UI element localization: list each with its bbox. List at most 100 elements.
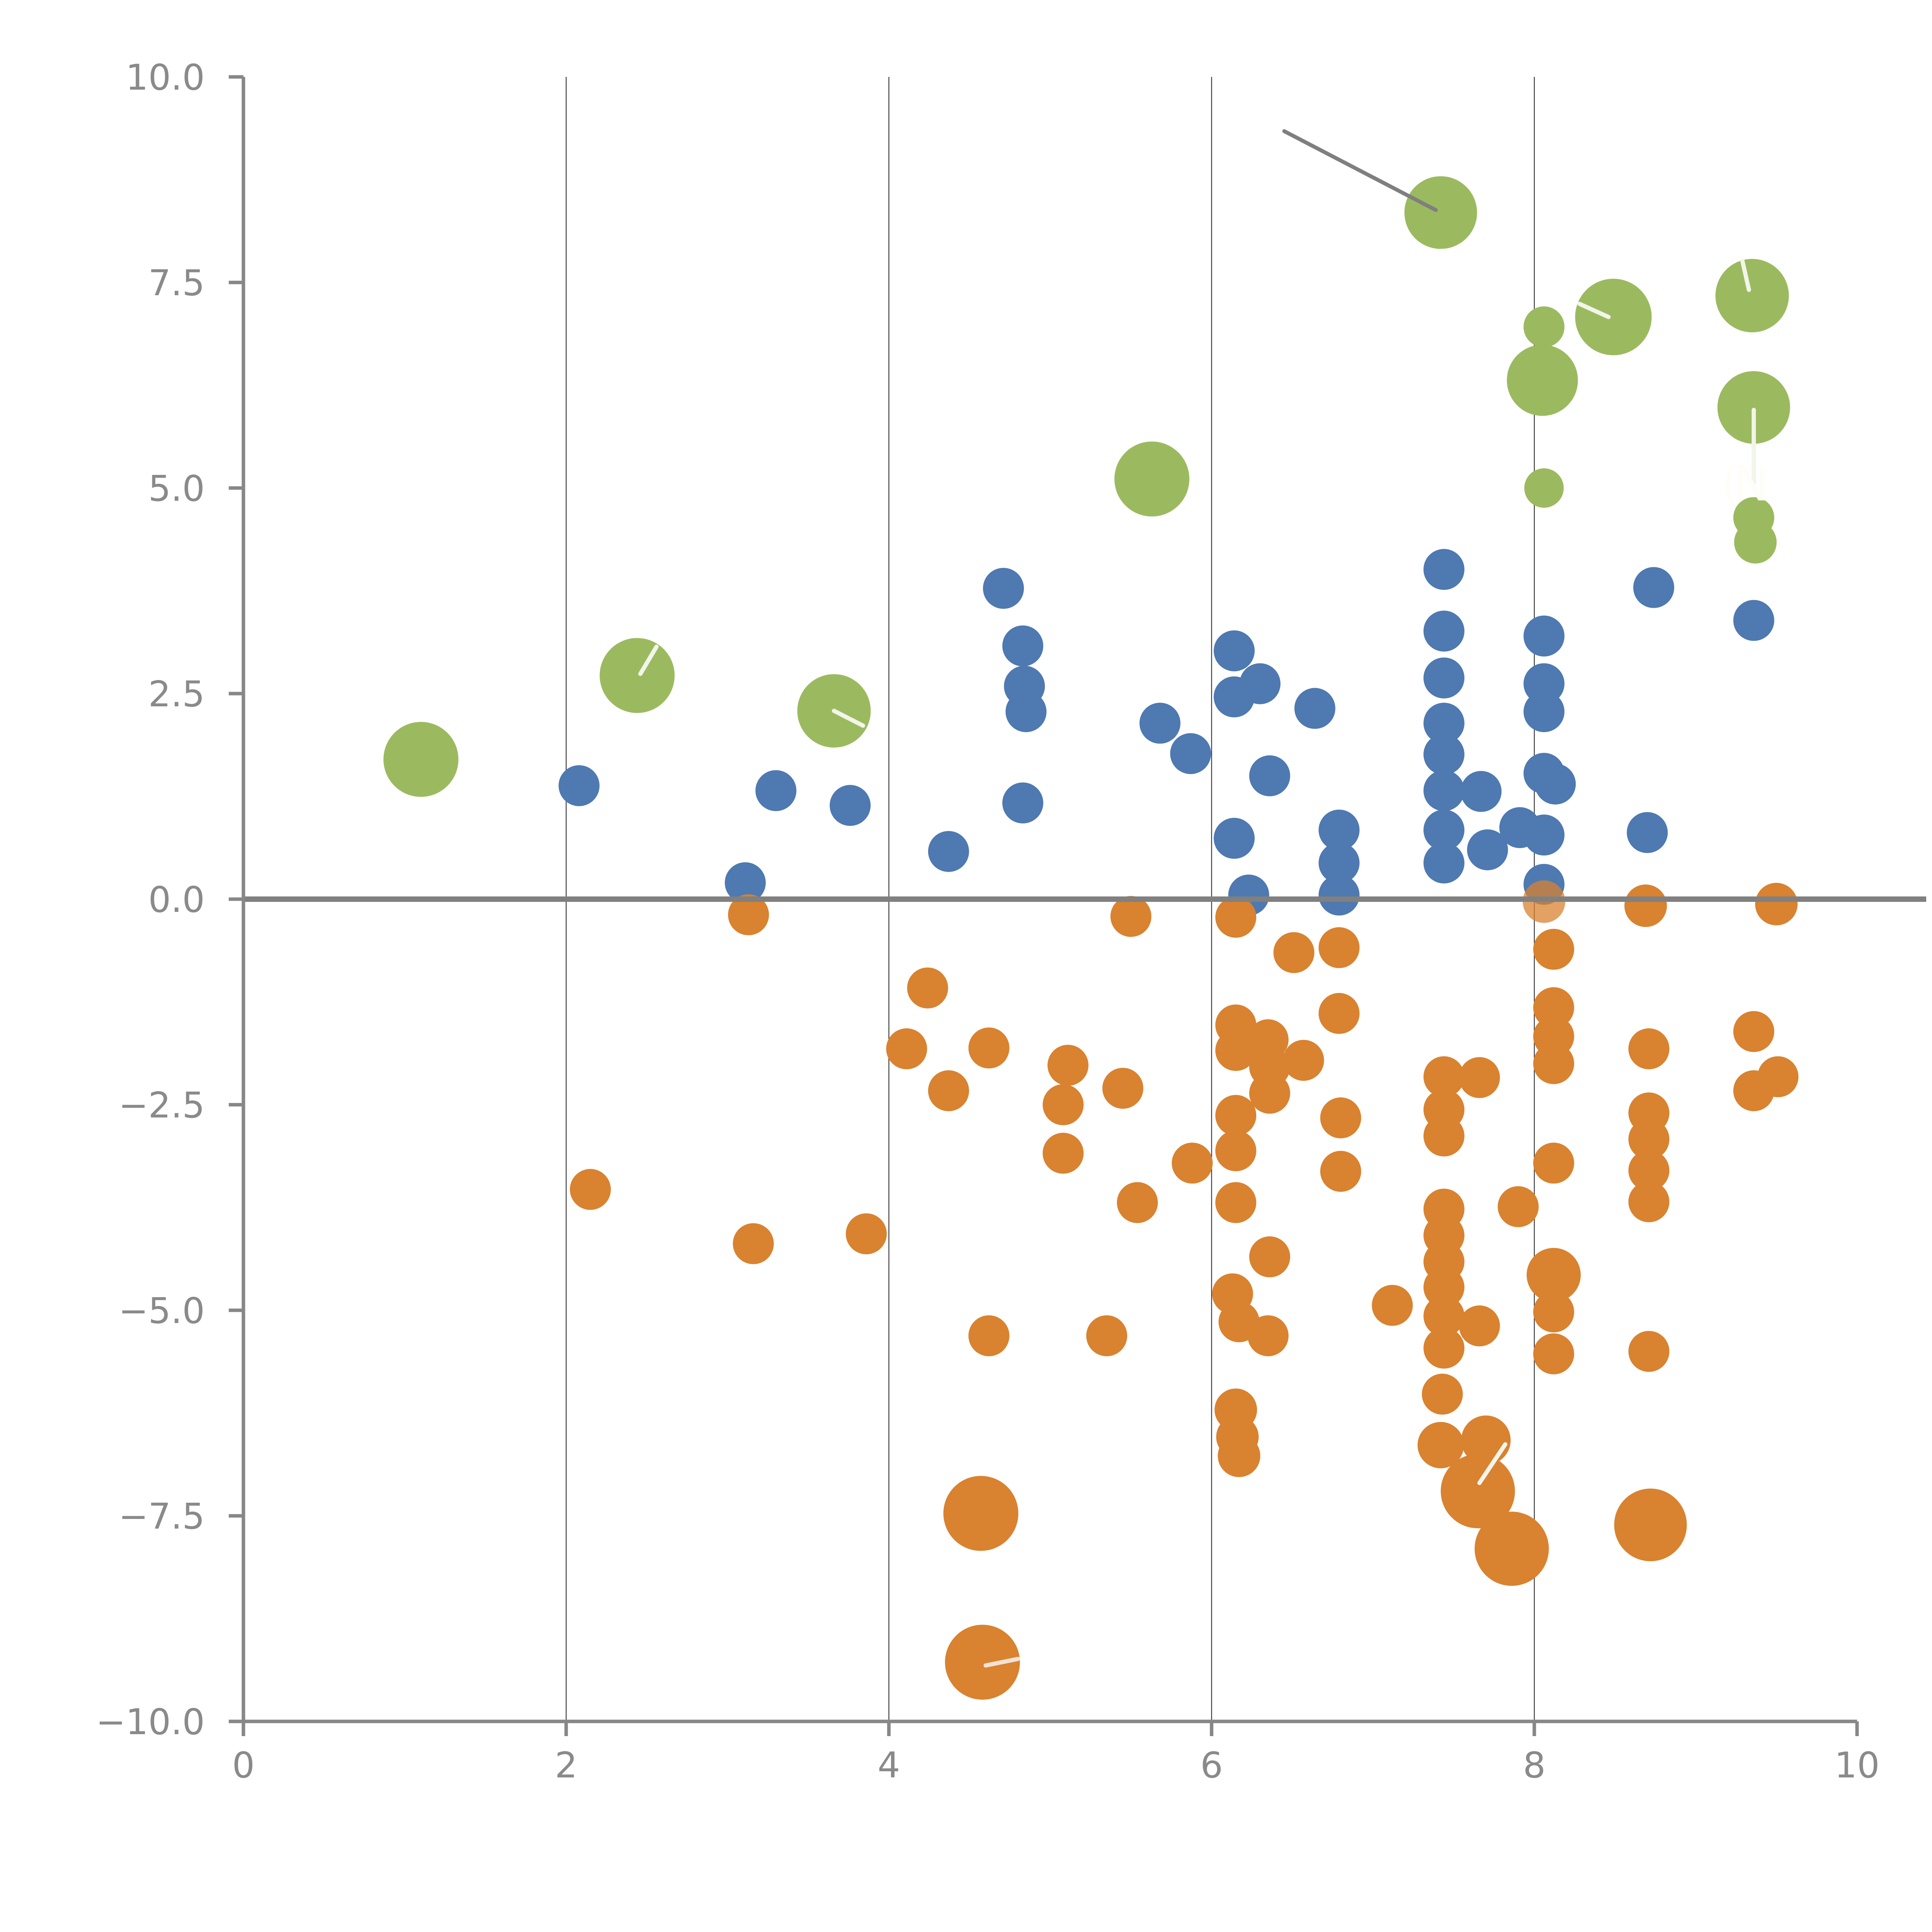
blue-bubble <box>1523 691 1565 732</box>
bubble-leader-line-1 <box>832 709 866 728</box>
blue-bubble <box>1423 702 1464 744</box>
orange-bubble <box>1215 1030 1257 1071</box>
orange-bubble <box>1757 1056 1799 1097</box>
orange-bubble <box>1533 1143 1574 1184</box>
blue-bubble <box>1423 734 1464 775</box>
orange-bubble <box>943 1476 1019 1551</box>
blue-bubble <box>1423 770 1464 811</box>
y-tick-label: −7.5 <box>119 1496 205 1537</box>
orange-bubble <box>1533 1043 1574 1084</box>
orange-bubble <box>1320 1151 1361 1192</box>
orange-bubble <box>1043 1133 1084 1174</box>
y-tick-label: 5.0 <box>148 468 205 509</box>
blue-bubble <box>755 770 797 811</box>
orange-bubble <box>1318 927 1360 968</box>
bubble-leader-line-0 <box>638 645 659 676</box>
blue-bubble <box>1523 616 1565 657</box>
orange-bubble <box>1423 1295 1464 1337</box>
green-bubble <box>1575 279 1652 355</box>
orange-bubble <box>1422 1374 1463 1415</box>
orange-bubble <box>1475 1512 1549 1586</box>
x-tick-label: 8 <box>1523 1745 1546 1786</box>
y-tick-label: 7.5 <box>148 262 205 304</box>
blue-bubble <box>1170 733 1211 774</box>
blue-bubble <box>1423 549 1464 590</box>
orange-bubble <box>1628 1181 1670 1223</box>
orange-bubble <box>1628 1119 1670 1160</box>
blue-bubble <box>1423 657 1464 699</box>
blue-bubble <box>830 785 871 826</box>
bubble-leader-line-6 <box>983 1656 1020 1668</box>
blue-bubble <box>558 765 600 806</box>
orange-bubble <box>1526 1248 1581 1302</box>
orange-bubble <box>928 1070 969 1111</box>
x-tick-label: 6 <box>1200 1745 1223 1786</box>
orange-bubble <box>1440 1454 1515 1529</box>
blue-bubble <box>1294 688 1335 729</box>
green-bubble <box>1507 345 1578 416</box>
blue-bubble <box>1214 630 1255 672</box>
series-blue <box>558 549 1774 916</box>
blue-bubble <box>1733 600 1774 641</box>
orange-bubble <box>1498 1186 1539 1227</box>
orange-bubble <box>1624 884 1667 927</box>
orange-bubble <box>728 894 769 935</box>
blue-bubble <box>1214 676 1255 718</box>
orange-bubble <box>907 967 948 1009</box>
orange-bubble <box>1102 1068 1143 1109</box>
orange-bubble <box>1283 1040 1324 1081</box>
y-axis: 10.0 7.5 5.0 2.5 0.0 −2.5 −5.0 −7.5 −10.0 <box>96 57 245 1743</box>
blue-bubble <box>1214 818 1255 859</box>
orange-bubble <box>1423 1327 1464 1369</box>
bubble-leader-line-2 <box>1577 301 1611 319</box>
clipped-label-box <box>1440 248 1457 260</box>
blue-bubble <box>1318 874 1360 916</box>
blue-bubble <box>1633 567 1674 608</box>
orange-bubble <box>1533 1291 1574 1333</box>
green-bubble <box>599 638 675 713</box>
blue-bubble <box>724 862 766 903</box>
orange-bubble <box>1614 1488 1687 1561</box>
bubble-leader-line-5 <box>1477 1442 1508 1485</box>
x-tick-label: 0 <box>232 1745 255 1786</box>
x-tick-label: 4 <box>878 1745 900 1786</box>
bubble-annotation-marks: (N <box>638 248 1770 1668</box>
orange-bubble <box>1043 1084 1084 1125</box>
blue-bubble <box>1535 764 1576 805</box>
orange-bubble <box>1215 1182 1257 1223</box>
green-bubble <box>1523 306 1565 347</box>
green-bubble <box>383 722 459 797</box>
annotation-gray-line-group <box>1282 129 1438 212</box>
y-tick-label: −10.0 <box>96 1701 205 1743</box>
orange-bubble <box>1247 1315 1289 1356</box>
orange-bubble <box>1755 883 1798 925</box>
blue-bubble <box>1139 702 1180 744</box>
clipped-label-text-1: N <box>1733 456 1770 512</box>
orange-bubble <box>968 1027 1010 1069</box>
x-tick-label: 2 <box>555 1745 578 1786</box>
blue-bubble <box>1002 782 1044 824</box>
orange-bubble <box>1423 1056 1464 1097</box>
orange-bubble <box>1047 1044 1088 1086</box>
green-bubble <box>1114 441 1190 517</box>
orange-bubble <box>733 1223 774 1264</box>
orange-bubble <box>1459 1305 1500 1347</box>
green-bubble <box>1404 176 1477 249</box>
orange-bubble <box>1533 1333 1574 1374</box>
orange-bubble <box>1628 1331 1670 1372</box>
blue-bubble <box>1423 611 1464 652</box>
orange-bubble <box>1423 1267 1464 1308</box>
orange-bubble <box>1273 932 1315 973</box>
clipped-label-text-0: ( <box>1721 458 1740 512</box>
blue-bubble <box>983 568 1024 609</box>
orange-bubble <box>1459 1057 1500 1098</box>
blue-bubble <box>1318 810 1360 851</box>
orange-bubble <box>1628 1150 1670 1191</box>
orange-bubble <box>1110 896 1151 937</box>
orange-bubble <box>968 1315 1010 1356</box>
blue-bubble <box>1002 625 1044 667</box>
green-bubble <box>1717 371 1790 444</box>
orange-bubble <box>1215 896 1257 938</box>
